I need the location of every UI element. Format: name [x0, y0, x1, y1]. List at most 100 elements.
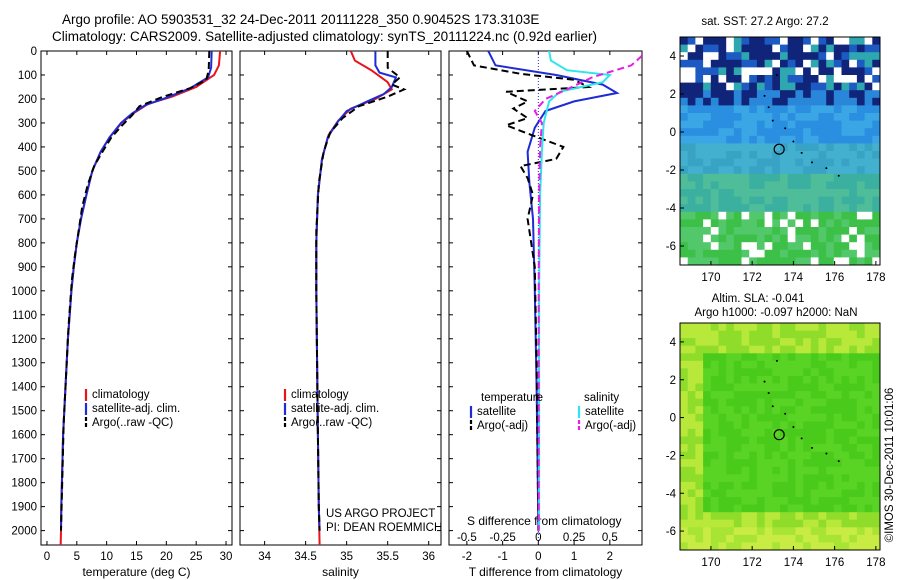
map-cell [695, 204, 704, 213]
map-cell [756, 90, 766, 99]
map-cell [687, 105, 696, 114]
map-cell [826, 189, 835, 198]
map-cell [703, 459, 712, 468]
map-cell [872, 113, 881, 122]
map-cell [764, 360, 773, 369]
map-cell [841, 97, 850, 106]
map-cell [780, 181, 789, 190]
map-cell [703, 376, 712, 385]
map-cell [756, 497, 766, 506]
map-cell [718, 249, 727, 258]
map-cell [787, 497, 796, 506]
map-cell [864, 534, 873, 543]
map-cell [703, 323, 712, 332]
map-cell [833, 105, 842, 114]
map-cell [818, 37, 827, 46]
map-cell [803, 398, 812, 407]
map-cell [856, 534, 866, 543]
map-cell [826, 67, 835, 76]
map-cell [818, 151, 827, 160]
map-cell [687, 330, 696, 339]
map-cell [772, 151, 781, 160]
map-cell [818, 466, 827, 475]
map-cell [718, 466, 727, 475]
map-cell [872, 135, 881, 144]
map-cell [741, 481, 750, 490]
map-cell [726, 421, 735, 430]
map-cell [687, 459, 696, 468]
map-cell [756, 353, 766, 362]
island-dot [825, 167, 828, 170]
map-cell [810, 474, 819, 483]
map-cell [680, 474, 689, 483]
map-cell [703, 75, 712, 84]
map-cell [826, 234, 835, 243]
map-cell [780, 227, 789, 236]
map-cell [756, 181, 766, 190]
map-cell [856, 368, 866, 377]
map-cell [680, 37, 689, 46]
map-cell [795, 242, 804, 251]
map-cell [803, 59, 812, 68]
map-cell [818, 383, 827, 392]
map-cell [810, 444, 819, 453]
map-cell [733, 345, 742, 354]
map-cell [864, 37, 873, 46]
map-cell [741, 143, 750, 152]
map-cell [849, 120, 858, 129]
map-cell [718, 97, 727, 106]
map-cell [780, 44, 789, 53]
map-cell [849, 113, 858, 122]
map-cell [703, 204, 712, 213]
map-cell [756, 128, 766, 137]
map-cell [787, 323, 796, 332]
map-cell [818, 398, 827, 407]
map-cell [749, 459, 758, 468]
map-cell [780, 166, 789, 175]
map-cell [749, 166, 758, 175]
map-cell [680, 481, 689, 490]
map-cell [764, 204, 773, 213]
map-cell [726, 497, 735, 506]
map-cell [795, 90, 804, 99]
map-cell [841, 166, 850, 175]
map-cell [795, 504, 804, 513]
map-cell [718, 497, 727, 506]
map-cell [772, 489, 781, 498]
map-cell [733, 368, 742, 377]
map-cell [872, 196, 881, 205]
map-cell [695, 166, 704, 175]
map-cell [695, 151, 704, 160]
map-cell [726, 542, 735, 551]
map-cell [680, 504, 689, 513]
map-cell [833, 173, 842, 182]
map-cell [749, 338, 758, 347]
map-cell [741, 196, 750, 205]
map-y-tick-label: 2 [670, 89, 676, 101]
map-cell [864, 90, 873, 99]
map-cell [710, 189, 719, 198]
map-x-tick-label: 170 [701, 272, 720, 284]
map-cell [787, 143, 796, 152]
map-cell [749, 428, 758, 437]
map-cell [733, 257, 742, 266]
map-cell [795, 459, 804, 468]
map-cell [680, 242, 689, 251]
map-cell [864, 504, 873, 513]
map-cell [764, 105, 773, 114]
map-cell [803, 219, 812, 228]
map-cell [749, 451, 758, 460]
map-cell [803, 249, 812, 258]
map-cell [810, 189, 819, 198]
map-cell [872, 542, 881, 551]
y-tick-label: 700 [18, 214, 37, 226]
map-cell [818, 257, 827, 266]
map-cell [764, 75, 773, 84]
map-cell [787, 189, 796, 198]
map-cell [764, 497, 773, 506]
x-tick-label: 30 [220, 551, 233, 563]
map-cell [695, 227, 704, 236]
project-annotation: US ARGO PROJECT [326, 508, 435, 520]
map-cell [695, 466, 704, 475]
map-cell [795, 474, 804, 483]
